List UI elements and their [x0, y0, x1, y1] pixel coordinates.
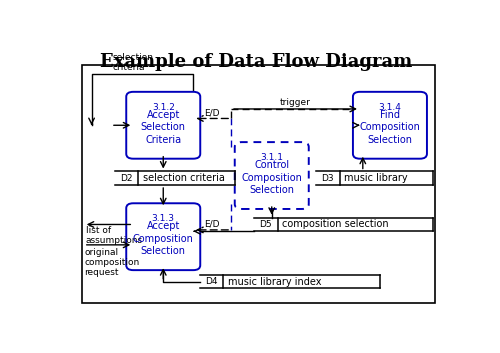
Text: E/D: E/D: [204, 108, 220, 117]
Text: Control
Composition
Selection: Control Composition Selection: [242, 160, 302, 195]
Text: 3.1.2: 3.1.2: [152, 103, 174, 112]
FancyBboxPatch shape: [82, 65, 434, 303]
Text: composition selection: composition selection: [282, 220, 389, 229]
Text: Accept
Composition
Selection: Accept Composition Selection: [133, 221, 194, 256]
Text: selection
criteria: selection criteria: [113, 53, 154, 72]
Text: selection criteria: selection criteria: [142, 173, 224, 183]
Text: Accept
Selection
Criteria: Accept Selection Criteria: [141, 110, 186, 145]
Text: Example of Data Flow Diagram: Example of Data Flow Diagram: [100, 53, 412, 71]
Text: D2: D2: [120, 174, 132, 183]
Text: Find
Composition
Selection: Find Composition Selection: [360, 110, 420, 145]
Text: list of
assumptions: list of assumptions: [86, 226, 143, 245]
FancyBboxPatch shape: [353, 92, 427, 159]
Text: D4: D4: [206, 277, 218, 286]
Text: music library index: music library index: [228, 276, 322, 287]
Text: 3.1.3: 3.1.3: [152, 214, 175, 223]
Text: E/D: E/D: [204, 220, 220, 228]
Text: D5: D5: [260, 220, 272, 229]
FancyBboxPatch shape: [234, 142, 309, 209]
FancyBboxPatch shape: [126, 92, 200, 159]
Text: trigger: trigger: [280, 98, 311, 107]
Text: 3.1.1: 3.1.1: [260, 153, 283, 162]
Text: D3: D3: [322, 174, 334, 183]
FancyBboxPatch shape: [126, 203, 200, 270]
Text: music library: music library: [344, 173, 408, 183]
Text: original
composition
request: original composition request: [84, 247, 140, 277]
Text: 3.1.4: 3.1.4: [378, 103, 402, 112]
